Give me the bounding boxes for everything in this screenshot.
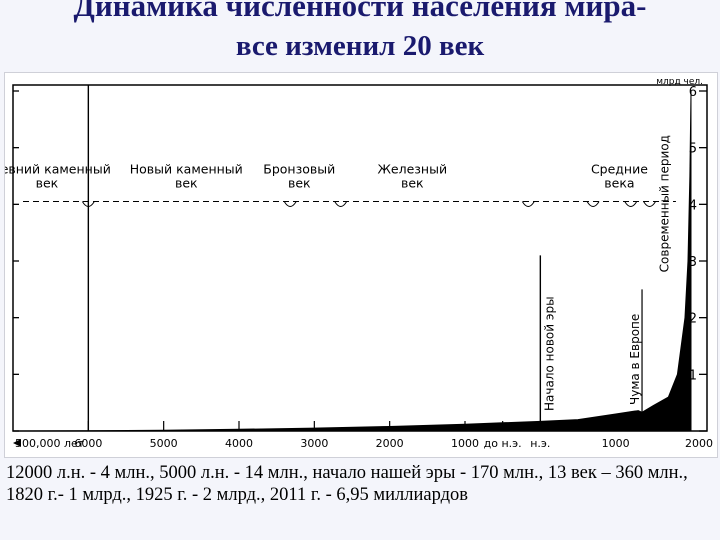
title-line-2: все изменил 20 век (235, 30, 485, 62)
era-label: Средние века (591, 162, 648, 191)
era-label: Железный век (377, 162, 447, 191)
event-label-plague: Чума в Европе (628, 314, 642, 405)
event-label-new-era: Начало новой эры (542, 296, 556, 411)
era-label: Новый каменный век (130, 162, 243, 191)
left-arrow-icon (13, 439, 21, 447)
slide-title: Динамика численности населения мира- все… (0, 0, 720, 66)
y-tick-label: 5 (689, 142, 697, 157)
era-boundary-notch (624, 201, 638, 207)
era-boundary-notch (334, 201, 348, 207)
y-tick-label: 3 (689, 255, 697, 270)
y-tick-label: 4 (689, 198, 697, 213)
plot-frame (12, 84, 708, 432)
event-label-modern: Современный период (657, 135, 671, 272)
era-label: Бронзовый век (263, 162, 335, 191)
era-boundary-notch (521, 201, 535, 207)
population-area (12, 90, 692, 432)
y-axis-label: млрд чел. (656, 77, 703, 87)
x-tick-label: 3000 (300, 437, 328, 450)
x-tick-label: до н.э. (484, 437, 522, 450)
x-tick-label: 1000 (602, 437, 630, 450)
era-boundary-notch (81, 201, 95, 207)
y-tick-label: 6 (689, 85, 697, 100)
x-tick-label: 2000 (376, 437, 404, 450)
y-tick-label: 2 (689, 312, 697, 327)
era-boundary-notch (283, 201, 297, 207)
y-tick-label: 1 (689, 368, 697, 383)
x-tick-label: 1000 (451, 437, 479, 450)
x-tick-label: 4000 (225, 437, 253, 450)
era-boundary-notch (643, 201, 656, 207)
x-tick-label: 2000 (685, 437, 713, 450)
population-caption: 12000 л.н. - 4 млн., 5000 л.н. - 14 млн.… (6, 463, 688, 505)
x-tick-label: н.э. (530, 437, 550, 450)
x-tick-label: 500,000 лет (15, 437, 85, 450)
x-tick-label: 5000 (150, 437, 178, 450)
x-tick-label: 6000 (74, 437, 102, 450)
era-boundary-notch (586, 201, 600, 207)
title-line-1: Динамика численности населения мира- (73, 0, 647, 23)
